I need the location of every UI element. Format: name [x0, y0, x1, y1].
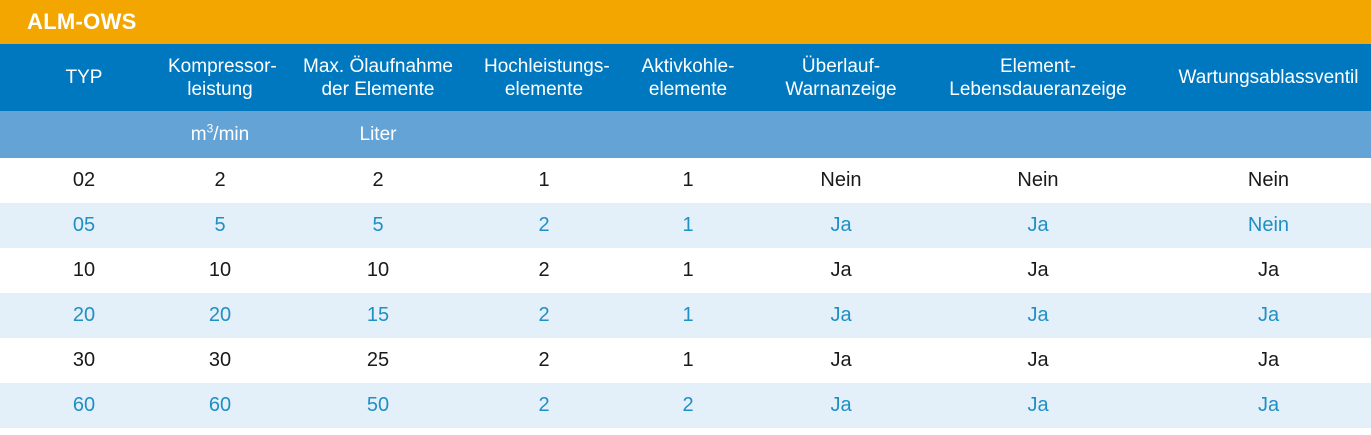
unit-cell-empty — [604, 111, 772, 158]
cell-hochleistungselemente: 2 — [484, 293, 604, 338]
table-row: 30 30 25 2 1 Ja Ja Ja — [0, 338, 1371, 383]
cell-kompressorleistung: 30 — [168, 338, 272, 383]
cell-oelaufnahme: 50 — [272, 383, 484, 428]
cell-ueberlauf-warnanzeige: Ja — [772, 293, 910, 338]
cell-ueberlauf-warnanzeige: Ja — [772, 248, 910, 293]
cell-wartungsablassventil: Ja — [1166, 338, 1371, 383]
cell-aktivkohleelemente: 1 — [604, 203, 772, 248]
cell-ueberlauf-warnanzeige: Ja — [772, 203, 910, 248]
unit-oil: Liter — [272, 111, 484, 158]
cell-aktivkohleelemente: 1 — [604, 338, 772, 383]
cell-ueberlauf-warnanzeige: Ja — [772, 383, 910, 428]
header-ueberlauf-warnanzeige: Überlauf- Warnanzeige — [772, 44, 910, 111]
header-element-lebensdaueranzeige: Element- Lebensdaueranzeige — [910, 44, 1166, 111]
cell-aktivkohleelemente: 1 — [604, 158, 772, 203]
cell-oelaufnahme: 5 — [272, 203, 484, 248]
spec-table: TYP Kompressor-leistung Max. Ölaufnahme d… — [0, 44, 1371, 428]
table-row: 02 2 2 1 1 Nein Nein Nein — [0, 158, 1371, 203]
header-row: TYP Kompressor-leistung Max. Ölaufnahme d… — [0, 44, 1371, 111]
unit-cell-empty — [484, 111, 604, 158]
cell-aktivkohleelemente: 2 — [604, 383, 772, 428]
cell-hochleistungselemente: 2 — [484, 338, 604, 383]
cell-wartungsablassventil: Ja — [1166, 293, 1371, 338]
cell-wartungsablassventil: Nein — [1166, 203, 1371, 248]
unit-cell-empty — [1166, 111, 1371, 158]
cell-typ: 20 — [0, 293, 168, 338]
cell-element-lebensdaueranzeige: Ja — [910, 203, 1166, 248]
cell-wartungsablassventil: Nein — [1166, 158, 1371, 203]
unit-compressor: m3/min — [168, 111, 272, 158]
table-row: 10 10 10 2 1 Ja Ja Ja — [0, 248, 1371, 293]
cell-oelaufnahme: 10 — [272, 248, 484, 293]
header-hochleistungselemente: Hochleistungs-elemente — [484, 44, 610, 111]
cell-element-lebensdaueranzeige: Ja — [910, 383, 1166, 428]
cell-ueberlauf-warnanzeige: Nein — [772, 158, 910, 203]
header-typ: TYP — [0, 44, 168, 111]
cell-oelaufnahme: 2 — [272, 158, 484, 203]
cell-oelaufnahme: 25 — [272, 338, 484, 383]
units-row: m3/min Liter — [0, 111, 1371, 158]
cell-hochleistungselemente: 2 — [484, 248, 604, 293]
header-oelaufnahme: Max. Ölaufnahme der Elemente — [272, 44, 484, 111]
cell-hochleistungselemente: 1 — [484, 158, 604, 203]
cell-wartungsablassventil: Ja — [1166, 248, 1371, 293]
cell-ueberlauf-warnanzeige: Ja — [772, 338, 910, 383]
header-wartungsablassventil: Wartungsablassventil — [1166, 44, 1371, 111]
cell-wartungsablassventil: Ja — [1166, 383, 1371, 428]
table-row: 60 60 50 2 2 Ja Ja Ja — [0, 383, 1371, 428]
header-aktivkohleelemente: Aktivkohle-elemente — [604, 44, 772, 111]
cell-element-lebensdaueranzeige: Ja — [910, 338, 1166, 383]
cell-oelaufnahme: 15 — [272, 293, 484, 338]
cell-element-lebensdaueranzeige: Ja — [910, 293, 1166, 338]
cell-kompressorleistung: 20 — [168, 293, 272, 338]
cell-aktivkohleelemente: 1 — [604, 293, 772, 338]
cell-kompressorleistung: 5 — [168, 203, 272, 248]
cell-typ: 30 — [0, 338, 168, 383]
cell-kompressorleistung: 10 — [168, 248, 272, 293]
unit-cell-empty — [910, 111, 1166, 158]
cell-kompressorleistung: 2 — [168, 158, 272, 203]
cell-typ: 02 — [0, 158, 168, 203]
cell-kompressorleistung: 60 — [168, 383, 272, 428]
cell-typ: 05 — [0, 203, 168, 248]
cell-aktivkohleelemente: 1 — [604, 248, 772, 293]
cell-typ: 60 — [0, 383, 168, 428]
cell-hochleistungselemente: 2 — [484, 203, 604, 248]
cell-typ: 10 — [0, 248, 168, 293]
table-row: 20 20 15 2 1 Ja Ja Ja — [0, 293, 1371, 338]
cell-element-lebensdaueranzeige: Nein — [910, 158, 1166, 203]
table-title: ALM-OWS — [0, 0, 1371, 44]
cell-hochleistungselemente: 2 — [484, 383, 604, 428]
header-kompressorleistung: Kompressor-leistung — [168, 44, 277, 111]
cell-element-lebensdaueranzeige: Ja — [910, 248, 1166, 293]
table-row: 05 5 5 2 1 Ja Ja Nein — [0, 203, 1371, 248]
unit-cell-empty — [772, 111, 910, 158]
unit-cell-empty — [0, 111, 168, 158]
